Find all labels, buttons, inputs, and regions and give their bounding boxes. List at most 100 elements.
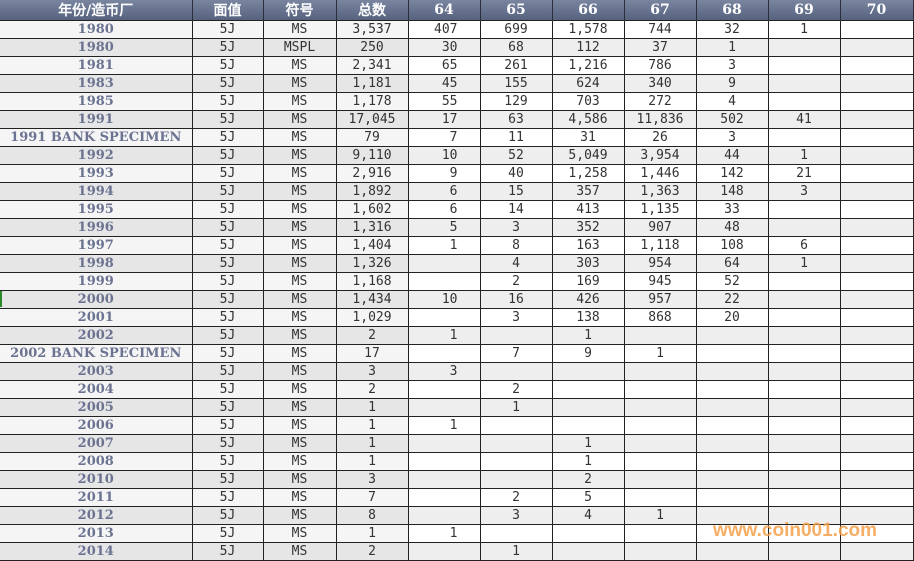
grade-count-cell[interactable]: 1,446 (623, 164, 697, 183)
grade-count-cell[interactable] (551, 542, 625, 561)
grade-count-cell[interactable] (695, 362, 769, 381)
grade-count-cell[interactable]: 3 (479, 308, 553, 327)
grade-count-cell[interactable] (767, 452, 841, 471)
grade-count-cell[interactable] (767, 308, 841, 327)
grade-count-cell[interactable]: 33 (695, 200, 769, 219)
grade-count-cell[interactable] (767, 470, 841, 489)
designation-cell[interactable]: MS (262, 200, 337, 219)
grade-count-cell[interactable]: 1,363 (623, 182, 697, 201)
grade-count-cell[interactable] (407, 452, 481, 471)
total-cell[interactable]: 1 (335, 416, 409, 435)
grade-count-cell[interactable]: 3 (479, 218, 553, 237)
grade-count-cell[interactable] (839, 326, 914, 345)
column-header[interactable]: 70 (840, 0, 914, 21)
grade-count-cell[interactable] (623, 416, 697, 435)
designation-cell[interactable]: MS (262, 362, 337, 381)
grade-count-cell[interactable] (767, 488, 841, 507)
grade-count-cell[interactable]: 14 (479, 200, 553, 219)
grade-count-cell[interactable]: 155 (479, 74, 553, 93)
grade-count-cell[interactable]: 3,954 (623, 146, 697, 165)
grade-count-cell[interactable]: 699 (479, 20, 553, 39)
grade-count-cell[interactable]: 4,586 (551, 110, 625, 129)
grade-count-cell[interactable]: 426 (551, 290, 625, 309)
year-cell[interactable]: 1994 (0, 182, 193, 201)
denomination-cell[interactable]: 5J (191, 398, 264, 417)
denomination-cell[interactable]: 5J (191, 506, 264, 525)
grade-count-cell[interactable]: 1 (623, 506, 697, 525)
grade-count-cell[interactable]: 1 (407, 326, 481, 345)
grade-count-cell[interactable] (695, 452, 769, 471)
grade-count-cell[interactable]: 64 (695, 254, 769, 273)
grade-count-cell[interactable]: 4 (551, 506, 625, 525)
grade-count-cell[interactable] (695, 542, 769, 561)
grade-count-cell[interactable]: 2 (551, 470, 625, 489)
grade-count-cell[interactable] (767, 524, 841, 543)
grade-count-cell[interactable]: 21 (767, 164, 841, 183)
total-cell[interactable]: 2,916 (335, 164, 409, 183)
total-cell[interactable]: 1 (335, 434, 409, 453)
grade-count-cell[interactable] (695, 416, 769, 435)
denomination-cell[interactable]: 5J (191, 20, 264, 39)
grade-count-cell[interactable]: 68 (479, 38, 553, 57)
year-cell[interactable]: 2004 (0, 380, 193, 399)
column-header[interactable]: 65 (480, 0, 553, 21)
grade-count-cell[interactable] (767, 434, 841, 453)
grade-count-cell[interactable] (839, 92, 914, 111)
designation-cell[interactable]: MS (262, 542, 337, 561)
year-cell[interactable]: 2014 (0, 542, 193, 561)
grade-count-cell[interactable]: 65 (407, 56, 481, 75)
designation-cell[interactable]: MS (262, 506, 337, 525)
designation-cell[interactable]: MS (262, 164, 337, 183)
grade-count-cell[interactable] (551, 416, 625, 435)
total-cell[interactable]: 1,404 (335, 236, 409, 255)
grade-count-cell[interactable] (695, 398, 769, 417)
grade-count-cell[interactable] (695, 488, 769, 507)
grade-count-cell[interactable]: 1,118 (623, 236, 697, 255)
grade-count-cell[interactable]: 5,049 (551, 146, 625, 165)
grade-count-cell[interactable] (839, 56, 914, 75)
grade-count-cell[interactable]: 10 (407, 146, 481, 165)
designation-cell[interactable]: MS (262, 56, 337, 75)
grade-count-cell[interactable] (767, 398, 841, 417)
grade-count-cell[interactable]: 744 (623, 20, 697, 39)
total-cell[interactable]: 1,316 (335, 218, 409, 237)
grade-count-cell[interactable] (839, 290, 914, 309)
grade-count-cell[interactable] (767, 38, 841, 57)
grade-count-cell[interactable]: 3 (695, 128, 769, 147)
grade-count-cell[interactable]: 6 (407, 200, 481, 219)
grade-count-cell[interactable] (407, 344, 481, 363)
grade-count-cell[interactable]: 138 (551, 308, 625, 327)
grade-count-cell[interactable]: 1 (767, 254, 841, 273)
total-cell[interactable]: 9,110 (335, 146, 409, 165)
total-cell[interactable]: 1,892 (335, 182, 409, 201)
grade-count-cell[interactable] (623, 326, 697, 345)
year-cell[interactable]: 2001 (0, 308, 193, 327)
designation-cell[interactable]: MS (262, 218, 337, 237)
denomination-cell[interactable]: 5J (191, 200, 264, 219)
total-cell[interactable]: 3 (335, 470, 409, 489)
grade-count-cell[interactable]: 1 (551, 434, 625, 453)
grade-count-cell[interactable]: 11 (479, 128, 553, 147)
denomination-cell[interactable]: 5J (191, 344, 264, 363)
grade-count-cell[interactable] (407, 398, 481, 417)
grade-count-cell[interactable]: 5 (407, 218, 481, 237)
grade-count-cell[interactable]: 30 (407, 38, 481, 57)
year-cell[interactable]: 2007 (0, 434, 193, 453)
grade-count-cell[interactable]: 3 (479, 506, 553, 525)
grade-count-cell[interactable]: 11,836 (623, 110, 697, 129)
grade-count-cell[interactable]: 1 (551, 452, 625, 471)
total-cell[interactable]: 1,181 (335, 74, 409, 93)
grade-count-cell[interactable] (839, 38, 914, 57)
denomination-cell[interactable]: 5J (191, 362, 264, 381)
column-header[interactable]: 67 (624, 0, 697, 21)
grade-count-cell[interactable] (407, 308, 481, 327)
column-header[interactable]: 总数 (336, 0, 409, 21)
grade-count-cell[interactable]: 15 (479, 182, 553, 201)
grade-count-cell[interactable]: 9 (695, 74, 769, 93)
total-cell[interactable]: 1 (335, 452, 409, 471)
year-cell[interactable]: 1980 (0, 38, 193, 57)
total-cell[interactable]: 2 (335, 542, 409, 561)
grade-count-cell[interactable] (839, 398, 914, 417)
grade-count-cell[interactable]: 7 (407, 128, 481, 147)
grade-count-cell[interactable] (623, 542, 697, 561)
